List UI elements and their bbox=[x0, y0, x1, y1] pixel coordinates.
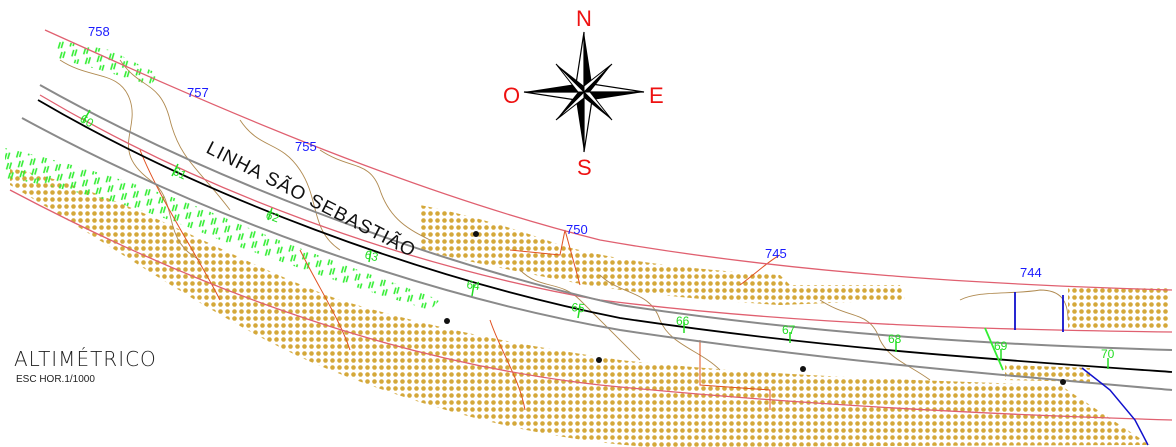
grass-area-west bbox=[5, 148, 440, 310]
drainage-line bbox=[489, 319, 526, 411]
terrain-contour bbox=[59, 59, 201, 261]
station-label: 61 bbox=[171, 164, 189, 182]
compass-star-icon bbox=[523, 31, 645, 153]
compass-north: N bbox=[576, 6, 592, 31]
station-tick bbox=[577, 305, 581, 319]
survey-point bbox=[1060, 379, 1066, 385]
grass-areas bbox=[5, 40, 440, 310]
terrain-contour bbox=[239, 119, 341, 251]
contour-label: 755 bbox=[295, 139, 317, 154]
station-label: 64 bbox=[465, 277, 481, 293]
survey-point bbox=[473, 231, 479, 237]
vegetation-areas bbox=[10, 168, 1168, 447]
station-labels: 60 61 62 63 64 65 66 67 68 69 70 bbox=[78, 111, 1115, 361]
drainage-line bbox=[299, 249, 351, 351]
station-label: 60 bbox=[78, 111, 97, 130]
compass-rose: N S E O bbox=[503, 6, 664, 180]
survey-point bbox=[444, 318, 450, 324]
road-lanes bbox=[21, 84, 1173, 391]
drainage-line bbox=[509, 229, 581, 286]
road-centerline bbox=[37, 99, 1173, 373]
terrain-contour bbox=[819, 299, 931, 381]
road-edge-south bbox=[9, 189, 1173, 421]
drainage-line bbox=[139, 149, 221, 301]
survey-point bbox=[800, 366, 806, 372]
station-tick bbox=[267, 207, 273, 221]
survey-point bbox=[596, 357, 602, 363]
station-label: 69 bbox=[994, 339, 1008, 353]
station-ticks bbox=[82, 109, 1109, 369]
section-line bbox=[984, 327, 1004, 371]
road-edge-north bbox=[44, 29, 1173, 291]
contour-label: 758 bbox=[88, 24, 110, 39]
road-lane-north bbox=[39, 84, 1173, 351]
compass-west: O bbox=[503, 83, 520, 108]
terrain-contour bbox=[959, 289, 1069, 321]
grass-area-north bbox=[55, 40, 160, 85]
station-tick bbox=[471, 283, 475, 297]
contour-label: 744 bbox=[1020, 265, 1042, 280]
terrain-contour bbox=[519, 269, 641, 361]
station-label: 62 bbox=[264, 208, 282, 226]
terrain-contour bbox=[119, 59, 231, 211]
terrain-contour bbox=[319, 149, 431, 241]
contour-label: 750 bbox=[566, 222, 588, 237]
drainage-line bbox=[739, 254, 781, 286]
station-label: 63 bbox=[363, 247, 380, 264]
vegetation-area-east bbox=[1068, 288, 1168, 330]
station-label: 65 bbox=[571, 300, 586, 315]
station-tick bbox=[82, 109, 91, 123]
vegetation-area-main bbox=[10, 168, 1150, 447]
contour-label: 757 bbox=[187, 85, 209, 100]
station-tick bbox=[368, 249, 372, 263]
survey-points bbox=[444, 231, 1066, 385]
vegetation-area-upper bbox=[420, 205, 905, 305]
station-label: 66 bbox=[676, 314, 690, 328]
contour-label: 745 bbox=[765, 246, 787, 261]
station-label: 67 bbox=[782, 323, 796, 337]
station-tick bbox=[171, 163, 179, 177]
station-label: 70 bbox=[1101, 347, 1115, 361]
contour-labels: 758 757 755 750 745 744 bbox=[88, 24, 1042, 280]
compass-south: S bbox=[577, 155, 592, 180]
map-title: ALTIMÉTRICO bbox=[14, 347, 157, 371]
road-lane-south bbox=[21, 117, 1173, 391]
station-label: 68 bbox=[888, 332, 902, 346]
compass-east: E bbox=[649, 83, 664, 108]
water-line bbox=[1081, 367, 1149, 446]
map-scale: ESC HOR.1/1000 bbox=[16, 374, 95, 385]
